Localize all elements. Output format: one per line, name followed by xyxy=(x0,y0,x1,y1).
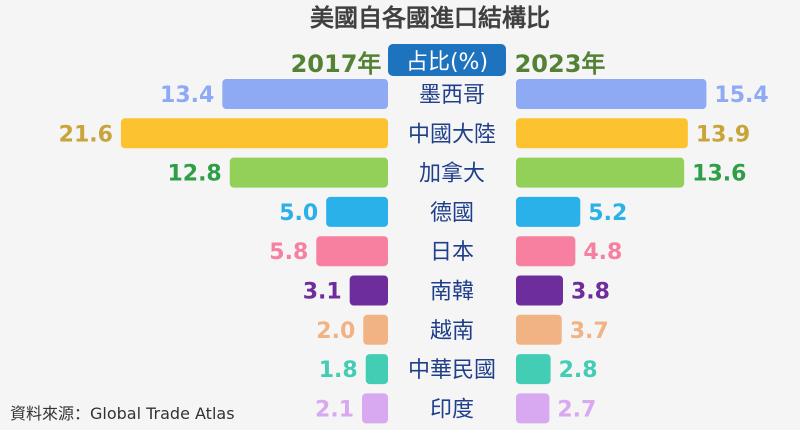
bar-2023-0 xyxy=(516,79,707,109)
category-label-2: 加拿大 xyxy=(419,161,485,187)
value-label-2017-6: 2.0 xyxy=(316,319,355,344)
bar-2017-4 xyxy=(316,236,388,267)
bar-2023-2 xyxy=(516,157,685,188)
value-label-2017-4: 5.8 xyxy=(269,240,308,265)
header-box xyxy=(388,44,506,76)
category-label-6: 越南 xyxy=(430,319,474,344)
value-label-2023-8: 2.7 xyxy=(557,397,596,422)
value-label-2017-1: 21.6 xyxy=(59,122,113,147)
header-label: 占比(%) xyxy=(406,50,488,75)
value-label-2017-7: 1.8 xyxy=(319,358,358,383)
value-label-2023-4: 4.8 xyxy=(583,240,622,265)
legend-2023: 2023年 xyxy=(515,50,606,78)
bar-2023-8 xyxy=(516,393,550,424)
bar-2017-5 xyxy=(349,275,388,306)
value-label-2017-0: 13.4 xyxy=(160,83,214,108)
legend-2017: 2017年 xyxy=(291,50,382,78)
category-label-1: 中國大陸 xyxy=(408,122,496,147)
bar-2017-1 xyxy=(120,118,388,149)
bar-2023-7 xyxy=(516,354,551,385)
category-label-7: 中華民國 xyxy=(408,358,496,383)
bar-2023-6 xyxy=(516,314,562,345)
category-label-5: 南韓 xyxy=(430,280,474,305)
value-label-2023-0: 15.4 xyxy=(714,83,768,108)
value-label-2023-5: 3.8 xyxy=(571,280,610,305)
bar-2023-4 xyxy=(516,236,576,267)
category-label-8: 印度 xyxy=(430,397,474,422)
bars-group: 13.4 15.4 墨西哥 21.6 13.9 中國大陸 12.8 13.6 加拿大 5.0 5.2… xyxy=(59,79,769,424)
value-label-2017-2: 12.8 xyxy=(167,162,221,187)
bar-2017-3 xyxy=(326,196,388,227)
category-label-0: 墨西哥 xyxy=(419,83,485,108)
value-label-2017-5: 3.1 xyxy=(303,280,342,305)
value-label-2023-6: 3.7 xyxy=(570,319,609,344)
bar-2017-2 xyxy=(229,157,388,188)
value-label-2023-7: 2.8 xyxy=(559,358,598,383)
bar-2023-5 xyxy=(516,275,563,306)
bar-2017-0 xyxy=(222,79,388,109)
bar-2017-7 xyxy=(365,354,388,385)
source-note: 資料來源：Global Trade Atlas xyxy=(10,404,235,423)
chart-title: 美國自各國進口結構比 xyxy=(310,4,550,32)
bar-2017-8 xyxy=(362,393,388,424)
value-label-2017-8: 2.1 xyxy=(315,397,354,422)
value-label-2023-2: 13.6 xyxy=(692,162,746,187)
category-label-3: 德國 xyxy=(430,201,474,226)
bar-2017-6 xyxy=(363,314,388,345)
value-label-2023-1: 13.9 xyxy=(696,122,750,147)
value-label-2023-3: 5.2 xyxy=(588,201,627,226)
bar-2023-1 xyxy=(516,118,688,149)
bar-2023-3 xyxy=(516,196,581,227)
category-label-4: 日本 xyxy=(430,240,474,265)
value-label-2017-3: 5.0 xyxy=(279,201,318,226)
